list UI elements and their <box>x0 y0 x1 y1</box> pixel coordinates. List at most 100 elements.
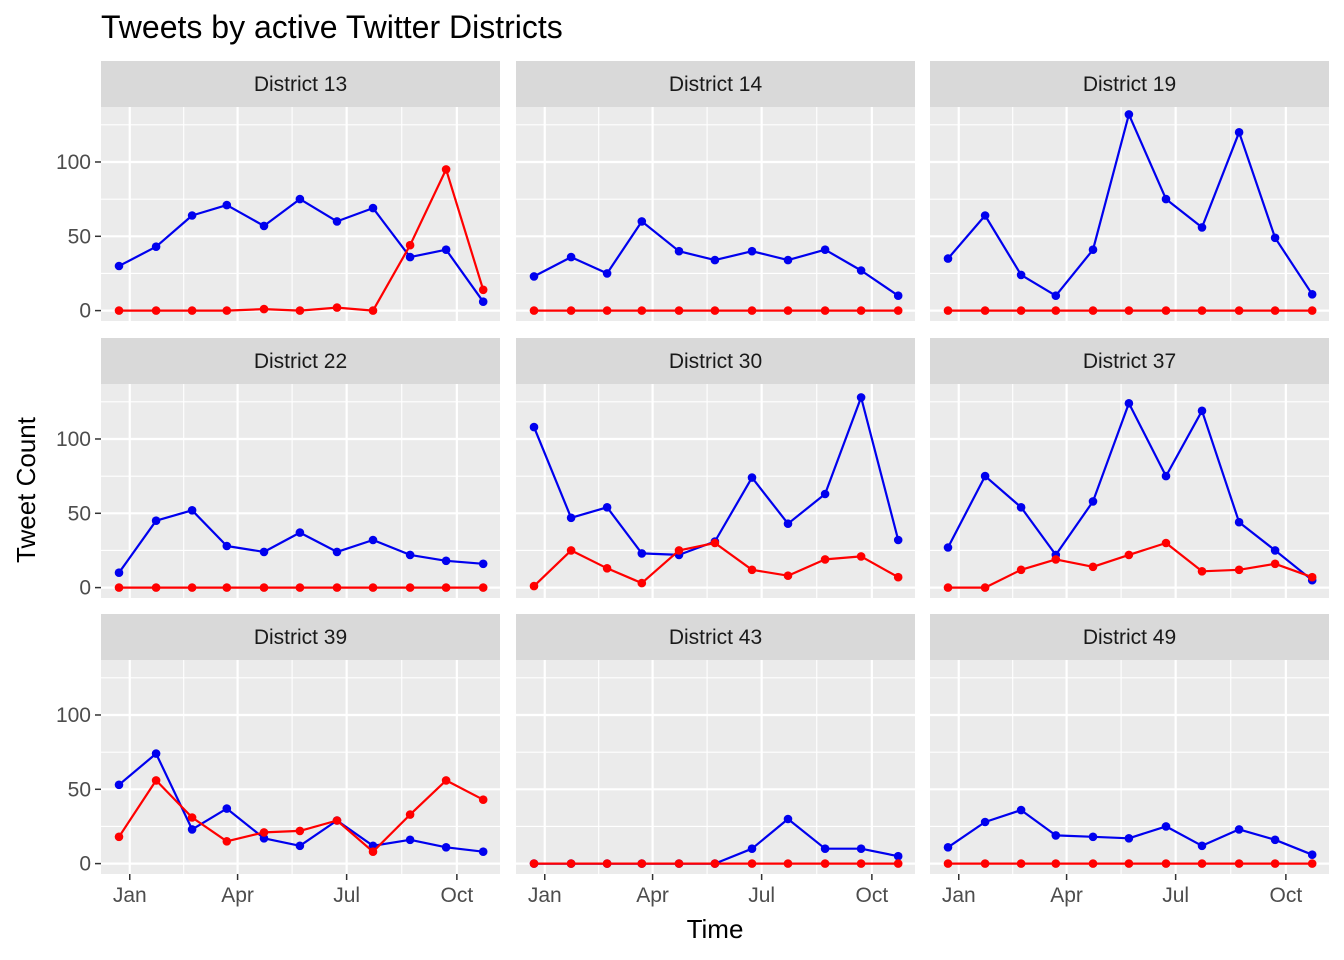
data-point <box>114 568 124 577</box>
facet-strip-label: District 43 <box>669 626 762 649</box>
facet-strip-label: District 13 <box>254 73 347 96</box>
facet-strip-label: District 39 <box>254 626 347 649</box>
data-point <box>893 535 903 545</box>
data-point <box>1197 567 1207 576</box>
data-point <box>893 851 903 861</box>
facet-strip-label: District 37 <box>1083 350 1176 373</box>
data-point <box>1270 835 1280 845</box>
facet-panel: District 37 <box>930 338 1329 598</box>
data-point <box>820 306 830 315</box>
data-point <box>259 221 269 231</box>
data-point <box>222 837 232 846</box>
data-point <box>1088 562 1098 572</box>
data-point <box>566 513 576 523</box>
data-point <box>1270 233 1280 243</box>
x-tick-label: Oct <box>1270 884 1303 907</box>
data-point <box>820 555 830 564</box>
data-point <box>151 749 161 758</box>
data-point <box>478 297 488 307</box>
data-point <box>1197 841 1207 851</box>
data-point <box>259 547 269 557</box>
data-point <box>222 804 232 813</box>
data-point <box>368 847 378 856</box>
data-point <box>1124 550 1134 560</box>
data-point <box>602 859 612 868</box>
data-point <box>820 859 830 868</box>
data-point <box>602 564 612 573</box>
x-tick-label: Jan <box>942 884 976 907</box>
x-tick-label: Jan <box>528 884 562 907</box>
data-point <box>856 393 866 402</box>
facet-strip <box>930 61 1329 107</box>
data-point <box>222 306 232 315</box>
data-point <box>478 795 488 804</box>
data-point <box>1197 406 1207 416</box>
data-point <box>566 252 576 262</box>
data-point <box>637 306 647 315</box>
data-point <box>747 565 757 575</box>
data-point <box>151 516 161 525</box>
data-point <box>602 503 612 512</box>
data-point <box>710 538 720 548</box>
data-point <box>368 306 378 315</box>
data-point <box>259 583 269 592</box>
data-point <box>405 240 415 250</box>
facet-panel: District 19 <box>930 61 1329 321</box>
data-point <box>566 306 576 315</box>
data-point <box>856 306 866 315</box>
data-point <box>368 203 378 213</box>
data-point <box>478 847 488 856</box>
data-point <box>783 571 793 580</box>
data-point <box>1234 825 1244 834</box>
facet-panels: District 13 District 14 District 19 Distric… <box>101 61 1329 874</box>
data-point <box>1234 306 1244 315</box>
data-point <box>295 583 305 592</box>
panel-background <box>101 660 500 874</box>
data-point <box>1270 559 1280 569</box>
data-point <box>441 843 451 852</box>
data-point <box>783 519 793 528</box>
data-point <box>747 246 757 256</box>
data-point <box>222 541 232 551</box>
data-point <box>1307 290 1317 299</box>
data-point <box>222 583 232 592</box>
data-point <box>637 549 647 558</box>
data-point <box>783 306 793 315</box>
facet-strip <box>516 61 915 107</box>
data-point <box>747 473 757 482</box>
data-point <box>114 261 124 271</box>
data-point <box>441 776 451 785</box>
data-point <box>1197 859 1207 868</box>
data-point <box>187 813 197 822</box>
data-point <box>1051 859 1061 868</box>
facet-strip <box>930 614 1329 660</box>
data-point <box>1307 572 1317 582</box>
data-point <box>332 217 342 226</box>
panel-background <box>930 107 1329 321</box>
data-point <box>1124 859 1134 868</box>
data-point <box>747 844 757 853</box>
data-point <box>1088 859 1098 868</box>
data-point <box>1197 223 1207 232</box>
data-point <box>943 843 953 852</box>
data-point <box>441 245 451 254</box>
data-point <box>151 776 161 785</box>
panel-background <box>101 384 500 598</box>
x-tick-label: Apr <box>636 884 669 907</box>
facet-strip <box>101 614 500 660</box>
data-point <box>856 859 866 868</box>
data-point <box>478 559 488 569</box>
data-point <box>1307 850 1317 859</box>
data-point <box>674 546 684 555</box>
data-point <box>529 306 539 315</box>
data-point <box>783 814 793 824</box>
data-point <box>1016 565 1026 575</box>
data-point <box>1016 805 1026 815</box>
data-point <box>674 246 684 256</box>
x-tick-label: Jan <box>113 884 147 907</box>
x-tick-label: Jul <box>333 884 360 907</box>
data-point <box>187 506 197 515</box>
facet-strip-label: District 22 <box>254 350 347 373</box>
x-axis-title: Time <box>687 914 744 944</box>
